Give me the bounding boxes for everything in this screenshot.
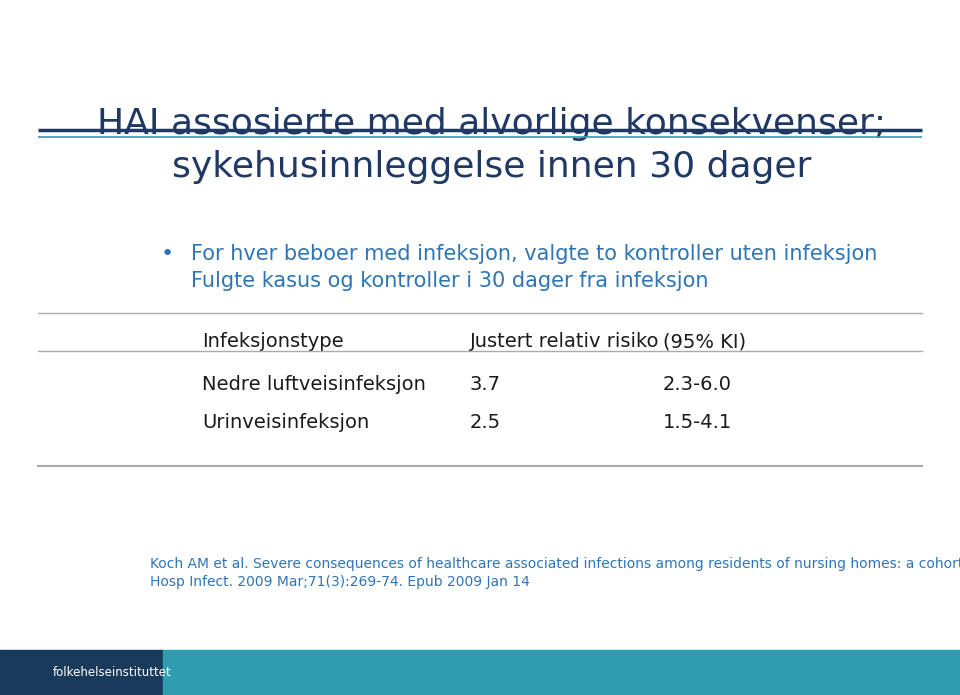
- Text: 1.5-4.1: 1.5-4.1: [663, 413, 732, 432]
- Text: Urinveisinfeksjon: Urinveisinfeksjon: [202, 413, 369, 432]
- Text: Justert relativ risiko: Justert relativ risiko: [469, 332, 660, 351]
- Text: Infeksjonstype: Infeksjonstype: [202, 332, 344, 351]
- Text: 3.7: 3.7: [469, 375, 501, 394]
- Text: (95% KI): (95% KI): [663, 332, 746, 351]
- Text: •: •: [161, 244, 174, 264]
- Text: folkehelseinstituttet: folkehelseinstituttet: [53, 666, 172, 678]
- Text: Koch AM et al. Severe consequences of healthcare associated infections among res: Koch AM et al. Severe consequences of he…: [150, 557, 960, 589]
- Text: 2.3-6.0: 2.3-6.0: [663, 375, 732, 394]
- Text: Nedre luftveisinfeksjon: Nedre luftveisinfeksjon: [202, 375, 425, 394]
- Text: For hver beboer med infeksjon, valgte to kontroller uten infeksjon
Fulgte kasus : For hver beboer med infeksjon, valgte to…: [191, 244, 877, 291]
- Text: 2.5: 2.5: [469, 413, 501, 432]
- Text: HAI assosierte med alvorlige konsekvenser;
sykehusinnleggelse innen 30 dager: HAI assosierte med alvorlige konsekvense…: [97, 108, 887, 183]
